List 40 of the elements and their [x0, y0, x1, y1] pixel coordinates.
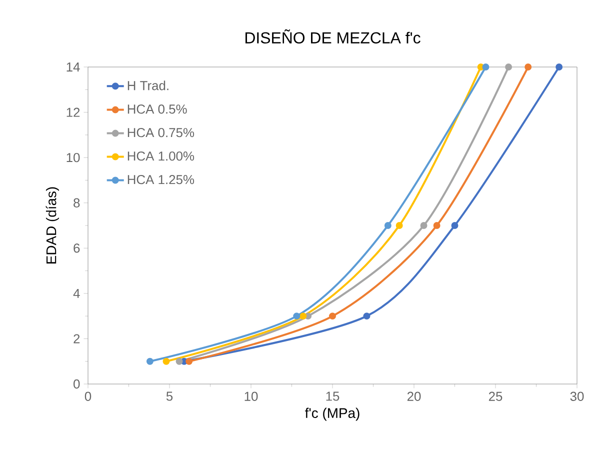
y-tick-label: 0	[74, 379, 80, 389]
point	[300, 312, 307, 320]
legend-label: HCA 0.75%	[128, 128, 194, 138]
y-tick-label: 2	[74, 334, 80, 344]
point	[363, 312, 370, 320]
y-tick-label: 10	[66, 152, 80, 162]
x-tick-label: 25	[488, 392, 502, 401]
y-tick-label: 4	[73, 288, 80, 298]
point	[396, 222, 403, 229]
point	[420, 222, 428, 229]
point	[451, 222, 458, 229]
x-tick-label: 0	[84, 392, 92, 401]
point	[329, 312, 336, 320]
point	[505, 64, 512, 70]
x-tick-label: 20	[407, 392, 421, 401]
point	[556, 64, 563, 70]
x-axis-title: f'c (MPa)	[305, 408, 360, 421]
x-tick-label: 5	[166, 392, 173, 401]
point	[482, 64, 490, 70]
y-tick-label: 12	[66, 108, 80, 117]
point	[146, 358, 154, 365]
point	[176, 358, 183, 365]
y-tick-label: 14	[66, 62, 80, 72]
y-tick-label: 8	[74, 198, 80, 208]
point	[433, 222, 440, 229]
legend-label: H Trad.	[128, 80, 168, 90]
point	[293, 312, 300, 320]
x-tick-label: 15	[326, 392, 340, 401]
point	[384, 222, 392, 229]
y-tick-label: 6	[74, 244, 80, 253]
legend-label: HCA 0.5%	[128, 104, 187, 114]
x-tick-label: 10	[244, 392, 258, 401]
y-axis-title: EDAD (días)	[46, 187, 59, 264]
legend-label: HCA 1.00%	[128, 151, 194, 161]
legend-label: HCA 1.25%	[128, 174, 194, 184]
point	[524, 64, 532, 70]
point	[186, 358, 193, 365]
point	[162, 358, 170, 365]
chart-title: DISEÑO DE MEZCLA f'c	[245, 29, 420, 44]
x-tick-label: 30	[570, 392, 584, 401]
